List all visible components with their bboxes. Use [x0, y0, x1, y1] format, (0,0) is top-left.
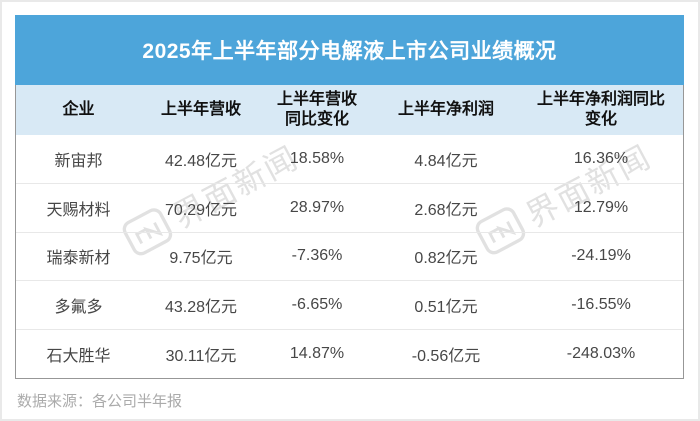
company-cell: 瑞泰新材	[16, 231, 141, 281]
results-table: 企业 上半年营收 上半年营收 同比变化 上半年净利润 上半年净利润同比 变化 新…	[16, 85, 683, 378]
revenue-yoy-cell: -7.36%	[261, 231, 373, 281]
net-profit-cell: 4.84亿元	[414, 153, 478, 171]
net-profit-yoy-cell: 16.36%	[573, 150, 629, 168]
net-profit-cell: 0.51亿元	[373, 280, 519, 330]
net-profit-cell: 0.82亿元	[373, 231, 519, 281]
col-header-revenue-yoy: 上半年营收 同比变化	[261, 85, 373, 135]
col-header-company: 企业	[16, 85, 141, 135]
net-profit-yoy-cell: -248.03%	[519, 328, 683, 378]
table-row: 新宙邦 42.48亿元 18.58% 4.84亿元 16.36%	[16, 135, 683, 184]
company-cell: 新宙邦	[54, 153, 103, 171]
net-profit-yoy-cell: 12.79%	[519, 183, 683, 233]
revenue-yoy-cell: -6.65%	[261, 280, 373, 330]
revenue-cell: 42.48亿元	[164, 153, 238, 171]
report-card: 2025年上半年部分电解液上市公司业绩概况 界面新闻	[15, 15, 684, 379]
header-row: 企业 上半年营收 上半年营收 同比变化 上半年净利润 上半年净利润同比 变化	[16, 85, 683, 135]
table-container: 界面新闻 界面新闻	[15, 85, 684, 379]
revenue-cell: 43.28亿元	[141, 280, 261, 330]
company-cell: 石大胜华	[16, 328, 141, 378]
table-row: 多氟多 43.28亿元 -6.65% 0.51亿元 -16.55%	[16, 280, 683, 330]
revenue-cell: 70.29亿元	[141, 183, 261, 233]
revenue-cell: 30.11亿元	[141, 328, 261, 378]
table-body: 新宙邦 42.48亿元 18.58% 4.84亿元 16.36% 天赐材料 70.29亿元 2…	[16, 135, 683, 378]
table-row: 天赐材料 70.29亿元 28.97% 2.68亿元 12.79%	[16, 183, 683, 233]
net-profit-cell: 2.68亿元	[373, 183, 519, 233]
table-row: 瑞泰新材 9.75亿元 -7.36% 0.82亿元 -24.19%	[16, 231, 683, 281]
data-source-note: 数据来源：各公司半年报	[17, 392, 183, 410]
table-row: 石大胜华 30.11亿元 14.87% -0.56亿元 -248.03%	[16, 328, 683, 378]
company-cell: 天赐材料	[16, 183, 141, 233]
col-header-revenue: 上半年营收	[141, 85, 261, 135]
revenue-yoy-cell: 14.87%	[261, 328, 373, 378]
revenue-yoy-cell: 18.58%	[289, 150, 345, 168]
col-header-net-profit-yoy: 上半年净利润同比 变化	[519, 85, 683, 135]
col-header-net-profit: 上半年净利润	[373, 85, 519, 135]
table-title: 2025年上半年部分电解液上市公司业绩概况	[15, 15, 684, 85]
revenue-yoy-cell: 28.97%	[261, 183, 373, 233]
net-profit-yoy-cell: -24.19%	[519, 231, 683, 281]
company-cell: 多氟多	[16, 280, 141, 330]
revenue-cell: 9.75亿元	[141, 231, 261, 281]
net-profit-yoy-cell: -16.55%	[519, 280, 683, 330]
net-profit-cell: -0.56亿元	[373, 328, 519, 378]
